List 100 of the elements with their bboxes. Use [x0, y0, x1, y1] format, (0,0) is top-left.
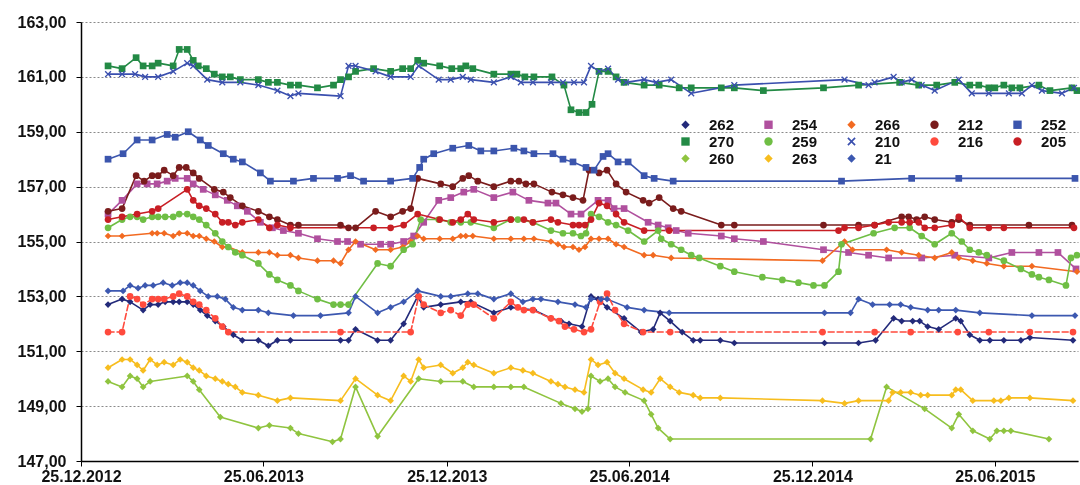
point	[133, 375, 141, 383]
point	[623, 304, 631, 311]
point	[229, 155, 237, 163]
point	[126, 372, 134, 380]
point	[204, 293, 212, 300]
point	[400, 221, 407, 229]
point	[1071, 175, 1079, 182]
point	[216, 413, 224, 421]
point	[374, 309, 381, 317]
point	[148, 295, 156, 303]
point	[238, 218, 246, 226]
point	[647, 411, 655, 418]
point	[554, 298, 562, 306]
point	[510, 144, 518, 152]
point	[267, 177, 274, 185]
point	[554, 218, 562, 226]
point	[183, 186, 191, 193]
point	[587, 372, 595, 380]
point	[415, 375, 423, 383]
point	[587, 216, 595, 223]
point	[883, 383, 890, 391]
point	[559, 155, 567, 163]
point	[650, 175, 658, 182]
legend-label: 266	[875, 115, 901, 133]
point	[189, 378, 197, 385]
point	[202, 306, 210, 314]
point	[640, 172, 648, 179]
y-tick-label: 155,00	[17, 233, 67, 250]
point	[603, 202, 611, 210]
point	[295, 430, 302, 437]
legend-label: 263	[792, 149, 818, 167]
legend-label: 260	[709, 149, 735, 167]
point	[465, 142, 473, 149]
point	[195, 301, 203, 308]
point	[603, 295, 611, 303]
point	[885, 218, 892, 226]
point	[604, 150, 612, 158]
point	[1069, 328, 1077, 336]
point	[557, 400, 565, 407]
point	[414, 287, 422, 295]
point	[148, 207, 156, 215]
y-tick-label: 147,00	[17, 452, 67, 470]
point	[183, 293, 191, 300]
point	[955, 411, 963, 418]
point	[530, 150, 538, 158]
point	[604, 375, 612, 383]
point	[126, 293, 134, 300]
point	[370, 224, 377, 232]
point	[171, 133, 179, 141]
point	[584, 405, 592, 413]
point	[352, 293, 359, 300]
point	[921, 224, 929, 232]
legend-label: 270	[709, 132, 735, 150]
point	[224, 328, 232, 336]
point	[507, 298, 515, 306]
point	[360, 177, 367, 185]
point	[202, 205, 210, 212]
point	[611, 383, 619, 391]
point	[580, 328, 588, 336]
point	[549, 150, 557, 158]
point	[119, 287, 127, 295]
point	[612, 210, 620, 218]
point	[238, 158, 246, 166]
point	[154, 205, 162, 212]
legend-label: 254	[792, 115, 818, 133]
point	[189, 282, 197, 289]
point	[224, 218, 232, 226]
point	[869, 301, 876, 308]
point	[464, 290, 472, 297]
point	[255, 306, 262, 314]
point	[575, 221, 583, 229]
point	[1000, 224, 1008, 232]
y-tick-label: 149,00	[17, 397, 67, 415]
point	[414, 210, 422, 218]
point	[104, 328, 112, 336]
point	[255, 424, 262, 432]
point	[897, 301, 904, 308]
point	[459, 378, 467, 385]
point	[219, 150, 227, 158]
point	[416, 164, 424, 171]
point	[955, 175, 963, 182]
point	[257, 169, 264, 177]
point	[159, 279, 167, 287]
point	[993, 427, 1001, 435]
point	[204, 142, 212, 149]
point	[821, 309, 828, 317]
point	[104, 287, 112, 295]
point	[665, 309, 673, 317]
point	[310, 175, 317, 182]
point	[119, 150, 127, 158]
point	[1026, 328, 1034, 336]
point	[168, 282, 176, 289]
point	[175, 290, 183, 297]
legend-label: 216	[958, 132, 984, 150]
point	[969, 427, 977, 435]
y-tick-label: 163,00	[17, 13, 67, 31]
point	[537, 295, 545, 303]
point	[986, 435, 994, 443]
point	[529, 295, 537, 303]
point	[163, 131, 171, 138]
